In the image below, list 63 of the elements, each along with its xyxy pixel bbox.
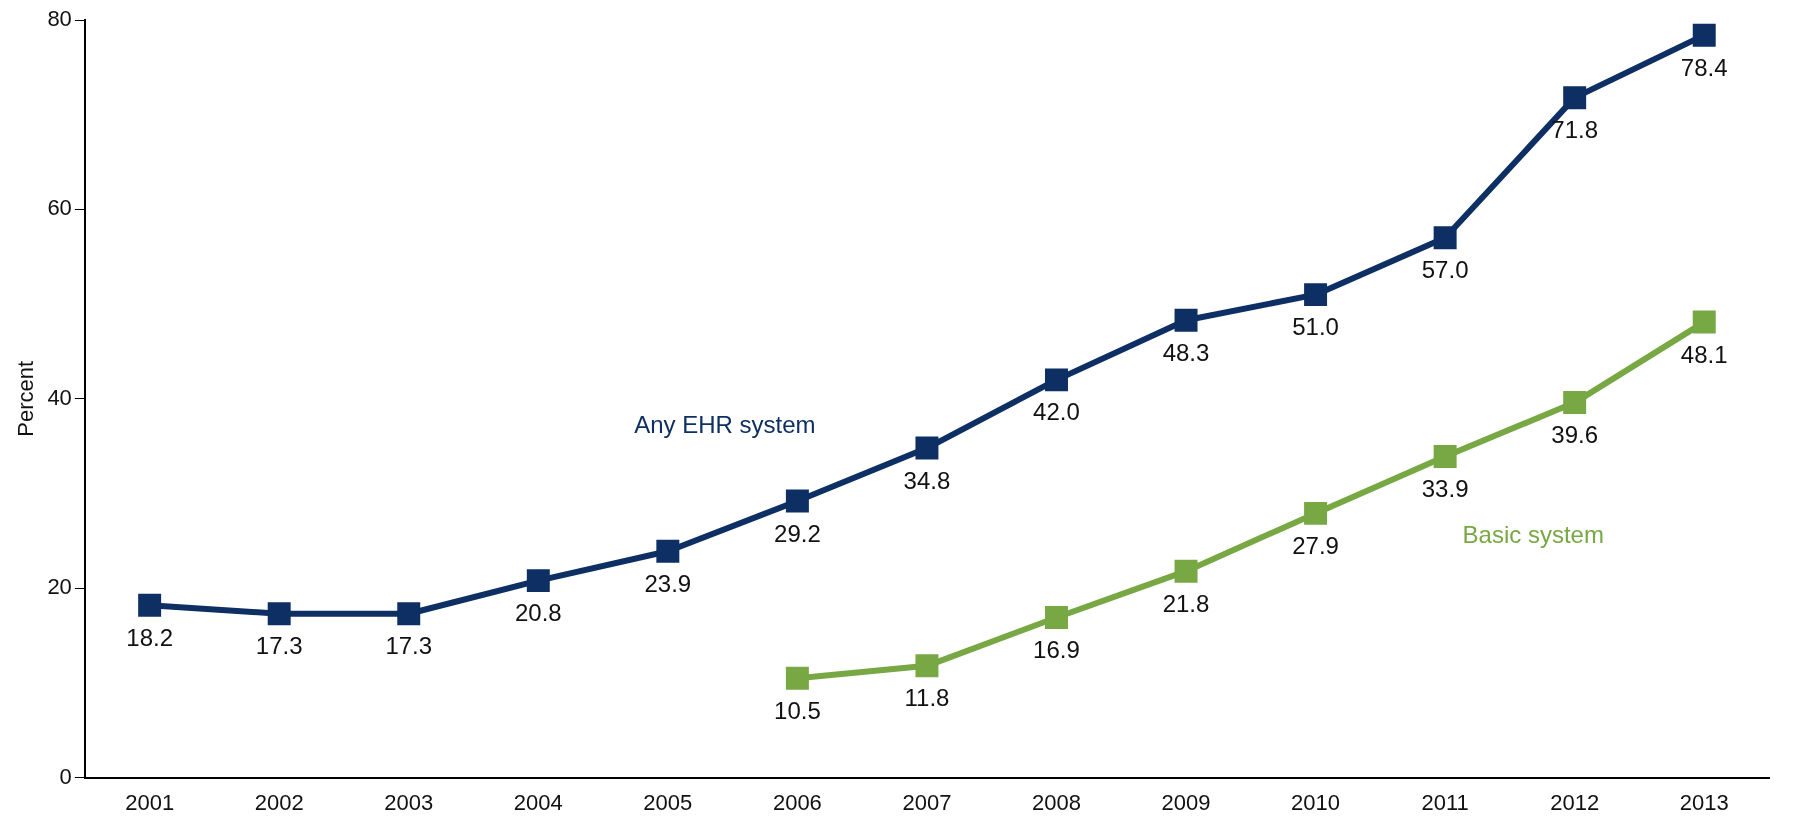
- text: Basic system: [1462, 521, 1604, 549]
- point: [526, 569, 550, 593]
- point: [1174, 308, 1198, 332]
- point: [1045, 606, 1068, 630]
- x-tick-label: 2012: [1550, 789, 1600, 815]
- x-tick-label: 2005: [643, 789, 693, 815]
- x-tick-label: 2009: [1161, 789, 1211, 815]
- x-tick-label: 2010: [1291, 789, 1341, 815]
- data-label: 39.6: [1551, 421, 1599, 449]
- data-label: 78.4: [1680, 53, 1728, 81]
- data-label: 21.8: [1162, 589, 1210, 617]
- y-tick-label: 40: [47, 384, 72, 410]
- data-label: 18.2: [126, 623, 173, 651]
- point: [1433, 445, 1457, 469]
- y-tick-label: 60: [47, 195, 72, 221]
- point: [1045, 368, 1068, 392]
- data-label: 42.0: [1033, 398, 1080, 426]
- point: [138, 593, 162, 617]
- data-label: 10.5: [774, 696, 821, 724]
- point: [1304, 283, 1328, 307]
- point: [1692, 23, 1716, 47]
- point: [397, 602, 421, 626]
- data-label: 57.0: [1421, 256, 1469, 284]
- data-label: 17.3: [385, 632, 433, 660]
- data-label: 34.8: [903, 466, 951, 494]
- y-tick-label: 0: [59, 763, 72, 789]
- point: [1563, 86, 1587, 110]
- point: [915, 654, 939, 678]
- data-label: 48.1: [1680, 340, 1728, 368]
- y-axis-title: Percent: [13, 360, 39, 437]
- x-tick-label: 2006: [772, 789, 822, 815]
- y-tick-label: 20: [47, 574, 72, 600]
- data-label: 51.0: [1292, 313, 1339, 341]
- data-label: 33.9: [1421, 475, 1469, 503]
- data-label: 17.3: [255, 632, 303, 660]
- data-label: 20.8: [514, 599, 562, 627]
- x-tick-label: 2003: [384, 789, 434, 815]
- x-tick-label: 2013: [1679, 789, 1729, 815]
- x-tick-label: 2008: [1032, 789, 1081, 815]
- point: [1304, 501, 1328, 525]
- point: [915, 436, 939, 460]
- text: Any EHR system: [634, 410, 816, 438]
- data-label: 71.8: [1551, 116, 1599, 144]
- x-tick-label: 2004: [513, 789, 563, 815]
- y-tick-label: 80: [47, 6, 72, 32]
- point: [267, 602, 291, 626]
- data-label: 48.3: [1162, 338, 1210, 366]
- x-tick-label: 2007: [902, 789, 952, 815]
- data-label: 27.9: [1292, 532, 1339, 560]
- x-tick-label: 2011: [1421, 789, 1469, 815]
- point: [785, 666, 809, 690]
- point: [1433, 226, 1457, 250]
- point: [656, 539, 680, 563]
- data-label: 11.8: [904, 684, 950, 712]
- data-label: 16.9: [1033, 636, 1080, 664]
- point: [1174, 559, 1198, 583]
- data-label: 29.2: [774, 519, 821, 547]
- data-label: 23.9: [644, 569, 692, 597]
- point: [785, 489, 809, 513]
- x-tick-label: 2002: [254, 789, 304, 815]
- point: [1692, 310, 1716, 334]
- point: [1563, 391, 1587, 415]
- x-tick-label: 2001: [125, 789, 175, 815]
